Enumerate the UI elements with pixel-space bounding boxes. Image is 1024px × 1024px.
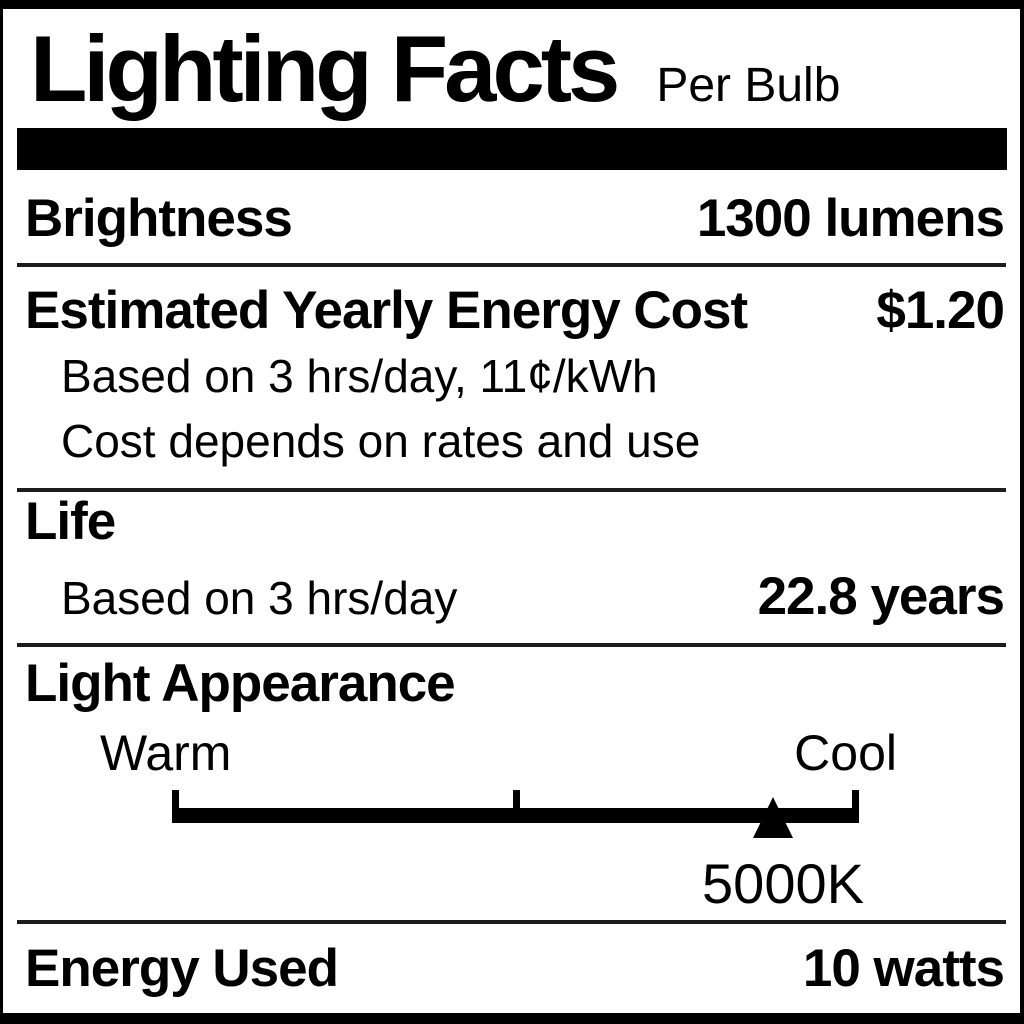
life-basis-note: Based on 3 hrs/day — [61, 572, 458, 624]
energy-cost-row: Estimated Yearly Energy Cost $1.20 — [25, 281, 1005, 340]
label-title: Lighting Facts — [30, 16, 620, 121]
color-temp-marker-icon — [753, 797, 794, 838]
brightness-value: 1300 lumens — [696, 189, 1005, 248]
scale-tick-center — [512, 790, 520, 823]
color-temp-value: 5000K — [702, 852, 864, 915]
divider — [17, 263, 1006, 267]
warm-scale-label: Warm — [100, 725, 232, 781]
energy-cost-basis-note: Based on 3 hrs/day, 11¢/kWh — [61, 350, 658, 402]
header: Lighting Facts Per Bulb — [30, 22, 1004, 116]
energy-used-label: Energy Used — [25, 939, 339, 998]
divider — [17, 920, 1006, 924]
energy-cost-disclaimer-note: Cost depends on rates and use — [61, 415, 701, 467]
divider — [17, 643, 1006, 647]
brightness-label: Brightness — [25, 189, 293, 248]
energy-cost-label: Estimated Yearly Energy Cost — [25, 281, 748, 340]
life-value: 22.8 years — [757, 567, 1005, 626]
energy-used-value: 10 watts — [802, 939, 1005, 998]
header-separator-bar — [17, 128, 1007, 170]
life-label: Life — [25, 492, 116, 551]
color-temperature-scale — [172, 790, 859, 840]
energy-cost-value: $1.20 — [876, 281, 1005, 340]
light-appearance-label: Light Appearance — [25, 654, 456, 713]
divider — [17, 488, 1006, 492]
per-bulb-subtitle: Per Bulb — [656, 59, 841, 112]
energy-used-row: Energy Used 10 watts — [25, 939, 1005, 998]
scale-tick-left — [172, 790, 179, 823]
life-row: Based on 3 hrs/day 22.8 years — [61, 567, 1005, 626]
brightness-row: Brightness 1300 lumens — [25, 189, 1005, 248]
scale-tick-right — [852, 790, 859, 823]
cool-scale-label: Cool — [794, 725, 897, 781]
